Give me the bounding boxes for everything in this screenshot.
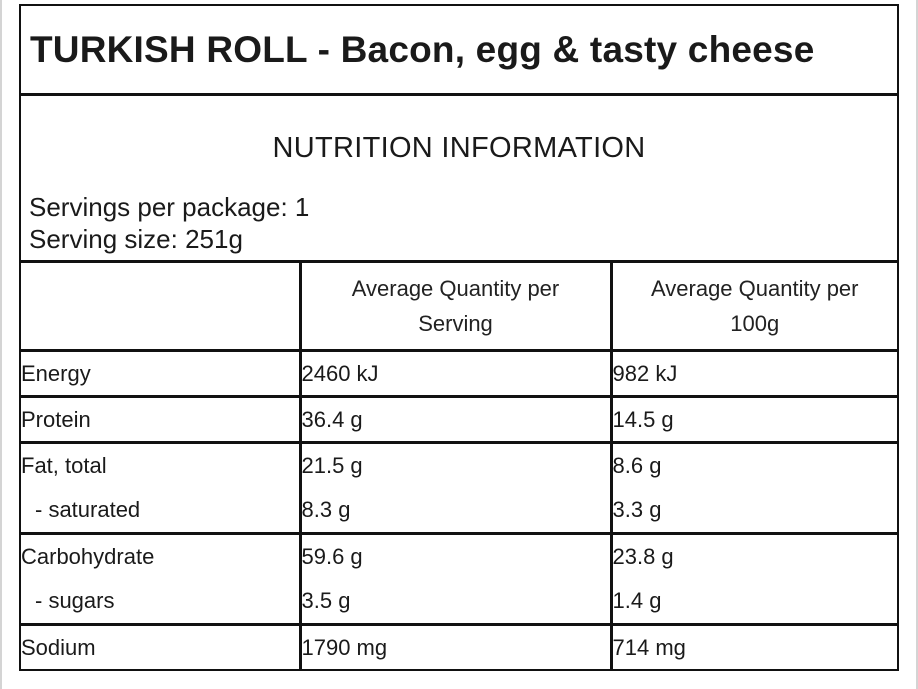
row-per-100g: 714 mg [609, 624, 897, 671]
row-per-serving: 8.3 g [298, 487, 611, 535]
row-per-100g: 3.3 g [609, 487, 897, 535]
row-label: Carbohydrate [21, 543, 155, 569]
table-row-fat-total: Fat, total 21.5 g 8.6 g [21, 442, 897, 487]
nutrition-table: Average Quantity per Serving Average Qua… [21, 263, 897, 671]
row-per-serving: 21.5 g [298, 442, 611, 487]
table-row-protein: Protein 36.4 g 14.5 g [21, 396, 897, 444]
nutrition-heading: NUTRITION INFORMATION [272, 132, 646, 164]
servings-per-package: Servings per package: 1 [29, 192, 310, 222]
table-row-sugars: - sugars 3.5 g 1.4 g [21, 578, 897, 626]
row-per-100g: 1.4 g [609, 578, 897, 626]
row-per-serving: 3.5 g [298, 578, 611, 626]
title-box: TURKISH ROLL - Bacon, egg & tasty cheese [21, 6, 897, 96]
header-label-cell [21, 263, 300, 352]
row-per-100g: 982 kJ [609, 350, 897, 398]
product-title: TURKISH ROLL - Bacon, egg & tasty cheese [30, 28, 815, 70]
table-row-energy: Energy 2460 kJ 982 kJ [21, 350, 897, 398]
row-label: - sugars [21, 578, 300, 626]
row-label: Protein [21, 396, 300, 444]
nutrition-panel: TURKISH ROLL - Bacon, egg & tasty cheese… [19, 4, 899, 671]
row-per-100g: 8.6 g [609, 442, 897, 487]
row-label: Energy [21, 350, 300, 398]
header-per-serving: Average Quantity per Serving [298, 263, 611, 352]
row-per-serving: 36.4 g [298, 396, 611, 444]
row-per-100g: 14.5 g [609, 396, 897, 444]
row-per-serving: 1790 mg [298, 624, 611, 671]
nutrition-info-box: NUTRITION INFORMATION Servings per packa… [21, 96, 897, 263]
table-row-saturated: - saturated 8.3 g 3.3 g [21, 487, 897, 535]
row-per-serving: 2460 kJ [298, 350, 611, 398]
table-row-sodium: Sodium 1790 mg 714 mg [21, 624, 897, 671]
serving-size: Serving size: 251g [29, 224, 243, 254]
servings-block: Servings per package: 1 Serving size: 25… [29, 191, 309, 255]
row-per-100g: 23.8 g [609, 533, 897, 578]
table-header-row: Average Quantity per Serving Average Qua… [21, 263, 897, 352]
table-row-carbohydrate: Carbohydrate 59.6 g 23.8 g [21, 533, 897, 578]
row-label: Fat, total [21, 452, 107, 478]
row-label: - saturated [21, 487, 300, 535]
row-per-serving: 59.6 g [298, 533, 611, 578]
header-per-100g: Average Quantity per 100g [609, 263, 897, 352]
row-label: Sodium [21, 624, 300, 671]
